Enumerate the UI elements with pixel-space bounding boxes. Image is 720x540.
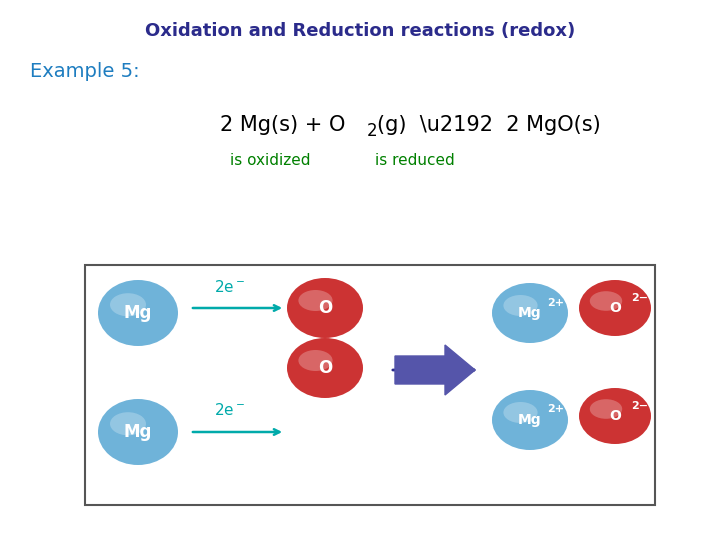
Text: 2e$^-$: 2e$^-$ xyxy=(215,402,246,418)
Text: (g)  \u2192  2 MgO(s): (g) \u2192 2 MgO(s) xyxy=(377,115,600,135)
Ellipse shape xyxy=(492,283,568,343)
Text: is reduced: is reduced xyxy=(375,153,455,168)
Text: 2−: 2− xyxy=(631,401,648,411)
Ellipse shape xyxy=(298,290,333,311)
Ellipse shape xyxy=(98,399,178,465)
Text: Mg: Mg xyxy=(518,306,542,320)
FancyBboxPatch shape xyxy=(85,265,655,505)
Ellipse shape xyxy=(287,338,363,398)
Text: Mg: Mg xyxy=(124,423,152,441)
Text: 2 Mg(s) + O: 2 Mg(s) + O xyxy=(220,115,346,135)
Text: Mg: Mg xyxy=(518,413,542,427)
Ellipse shape xyxy=(579,280,651,336)
Text: Example 5:: Example 5: xyxy=(30,62,140,81)
Ellipse shape xyxy=(98,280,178,346)
Ellipse shape xyxy=(590,291,622,311)
Text: O: O xyxy=(609,409,621,423)
Ellipse shape xyxy=(590,399,622,419)
Ellipse shape xyxy=(503,402,538,423)
Ellipse shape xyxy=(298,350,333,371)
Text: 2+: 2+ xyxy=(547,298,564,307)
Text: 2+: 2+ xyxy=(547,404,564,415)
Text: is oxidized: is oxidized xyxy=(230,153,310,168)
FancyArrow shape xyxy=(395,345,475,395)
Text: O: O xyxy=(609,301,621,315)
Text: 2−: 2− xyxy=(631,293,648,303)
Ellipse shape xyxy=(287,278,363,338)
Text: 2e$^-$: 2e$^-$ xyxy=(215,279,246,295)
Ellipse shape xyxy=(110,412,146,435)
Text: O: O xyxy=(318,359,332,377)
Ellipse shape xyxy=(503,295,538,316)
Text: Oxidation and Reduction reactions (redox): Oxidation and Reduction reactions (redox… xyxy=(145,22,575,40)
Ellipse shape xyxy=(110,293,146,316)
Ellipse shape xyxy=(492,390,568,450)
Text: O: O xyxy=(318,299,332,317)
Ellipse shape xyxy=(579,388,651,444)
Text: 2: 2 xyxy=(367,122,377,140)
Text: Mg: Mg xyxy=(124,304,152,322)
